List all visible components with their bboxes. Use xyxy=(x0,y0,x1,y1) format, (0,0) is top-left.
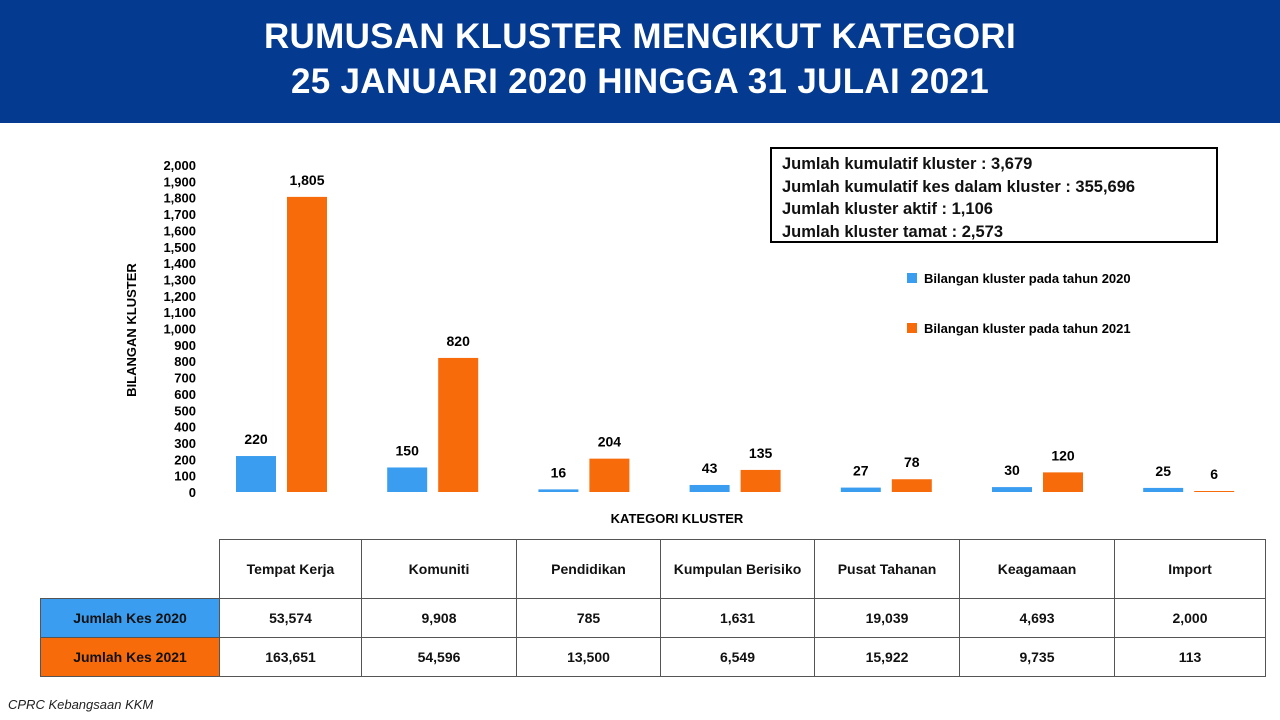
bar-2020 xyxy=(236,456,276,492)
data-label: 78 xyxy=(904,454,920,470)
bar-2020 xyxy=(1143,487,1184,492)
summary-total-cases: Jumlah kumulatif kes dalam kluster : 355… xyxy=(782,177,1136,196)
y-tick-label: 1,500 xyxy=(163,240,196,255)
table-header-cell: Pusat Tahanan xyxy=(814,539,960,599)
table-corner-cell xyxy=(40,539,220,599)
table-header-cell: Tempat Kerja xyxy=(219,539,362,599)
y-tick-label: 900 xyxy=(174,338,196,353)
y-tick-label: 2,000 xyxy=(163,158,196,173)
table-cell: 2,000 xyxy=(1114,598,1266,638)
y-tick-label: 600 xyxy=(174,387,196,402)
table-cell: 163,651 xyxy=(219,637,362,677)
table-header-cell: Komuniti xyxy=(361,539,517,599)
table-cell: 19,039 xyxy=(814,598,960,638)
table-header-row: Tempat Kerja Komuniti Pendidikan Kumpula… xyxy=(40,539,1266,599)
summary-box: Jumlah kumulatif kluster : 3,679 Jumlah … xyxy=(770,147,1218,243)
table-cell: 113 xyxy=(1114,637,1266,677)
table-row-2021: Jumlah Kes 2021 163,651 54,596 13,500 6,… xyxy=(40,637,1266,677)
bar-chart: 01002003004005006007008009001,0001,1001,… xyxy=(124,158,1235,526)
bar-2021 xyxy=(438,357,479,492)
data-label: 120 xyxy=(1051,447,1075,463)
bar-2020 xyxy=(840,487,881,492)
bar-2020 xyxy=(538,489,579,492)
y-tick-label: 700 xyxy=(174,371,196,386)
table-cell: 4,693 xyxy=(959,598,1115,638)
legend-swatch xyxy=(907,323,917,333)
bar-2021 xyxy=(891,479,932,492)
table-cell: 6,549 xyxy=(660,637,815,677)
data-label: 6 xyxy=(1210,466,1218,482)
title-line-1: RUMUSAN KLUSTER MENGIKUT KATEGORI xyxy=(263,17,1016,56)
bar-2020 xyxy=(689,484,730,492)
y-tick-label: 400 xyxy=(174,420,196,435)
y-tick-label: 1,000 xyxy=(163,322,196,337)
bar-2020 xyxy=(992,487,1032,492)
legend-swatch xyxy=(907,273,917,283)
y-tick-label: 500 xyxy=(174,403,196,418)
table-cell: 785 xyxy=(516,598,661,638)
summary-ended-clusters: Jumlah kluster tamat : 2,573 xyxy=(782,222,1004,241)
data-label: 30 xyxy=(1004,462,1020,478)
bar-2020 xyxy=(387,467,428,492)
row-label-2020: Jumlah Kes 2020 xyxy=(40,598,220,638)
y-tick-label: 1,900 xyxy=(163,174,196,189)
data-label: 820 xyxy=(447,333,471,349)
bar-2021 xyxy=(287,196,327,492)
y-tick-label: 1,200 xyxy=(163,289,196,304)
y-tick-label: 1,400 xyxy=(163,256,196,271)
y-axis-label: BILANGAN KLUSTER xyxy=(124,263,139,397)
y-tick-label: 1,700 xyxy=(163,207,196,222)
title-banner: RUMUSAN KLUSTER MENGIKUT KATEGORI 25 JAN… xyxy=(0,0,1280,123)
table-cell: 13,500 xyxy=(516,637,661,677)
bar-2021 xyxy=(589,458,630,492)
table-cell: 15,922 xyxy=(814,637,960,677)
data-label: 204 xyxy=(598,434,622,450)
y-tick-label: 1,600 xyxy=(163,223,196,238)
source-note: CPRC Kebangsaan KKM xyxy=(8,697,154,712)
data-label: 150 xyxy=(396,442,420,458)
y-tick-label: 1,800 xyxy=(163,191,196,206)
table-cell: 1,631 xyxy=(660,598,815,638)
table-cell: 9,908 xyxy=(361,598,517,638)
table-cell: 9,735 xyxy=(959,637,1115,677)
data-label: 43 xyxy=(702,460,718,476)
table-header-cell: Pendidikan xyxy=(516,539,661,599)
y-tick-label: 200 xyxy=(174,452,196,467)
bar-2021 xyxy=(1043,472,1083,492)
data-label: 16 xyxy=(551,464,567,480)
x-axis-label: KATEGORI KLUSTER xyxy=(611,511,744,526)
table-row-2020: Jumlah Kes 2020 53,574 9,908 785 1,631 1… xyxy=(40,598,1266,638)
data-label: 135 xyxy=(749,445,773,461)
y-tick-label: 800 xyxy=(174,354,196,369)
y-tick-label: 100 xyxy=(174,469,196,484)
y-tick-label: 0 xyxy=(189,485,196,500)
data-label: 27 xyxy=(853,463,869,479)
y-tick-label: 1,100 xyxy=(163,305,196,320)
bar-2021 xyxy=(1194,491,1235,492)
data-label: 25 xyxy=(1155,463,1171,479)
table-header-cell: Import xyxy=(1114,539,1266,599)
row-label-2021: Jumlah Kes 2021 xyxy=(40,637,220,677)
data-label: 1,805 xyxy=(289,172,324,188)
legend-label: Bilangan kluster pada tahun 2021 xyxy=(924,321,1131,336)
title-line-2: 25 JANUARI 2020 HINGGA 31 JULAI 2021 xyxy=(290,62,990,101)
summary-active-clusters: Jumlah kluster aktif : 1,106 xyxy=(782,200,993,218)
table-cell: 53,574 xyxy=(219,598,362,638)
table-cell: 54,596 xyxy=(361,637,517,677)
table-header-cell: Kumpulan Berisiko xyxy=(660,539,815,599)
bar-2021 xyxy=(740,469,781,492)
cases-table: Tempat Kerja Komuniti Pendidikan Kumpula… xyxy=(40,539,1266,677)
data-label: 220 xyxy=(244,431,268,447)
y-tick-label: 300 xyxy=(174,436,196,451)
table-header-cell: Keagamaan xyxy=(959,539,1115,599)
legend-label: Bilangan kluster pada tahun 2020 xyxy=(924,271,1131,286)
y-tick-label: 1,300 xyxy=(163,272,196,287)
summary-total-clusters: Jumlah kumulatif kluster : 3,679 xyxy=(782,155,1033,173)
